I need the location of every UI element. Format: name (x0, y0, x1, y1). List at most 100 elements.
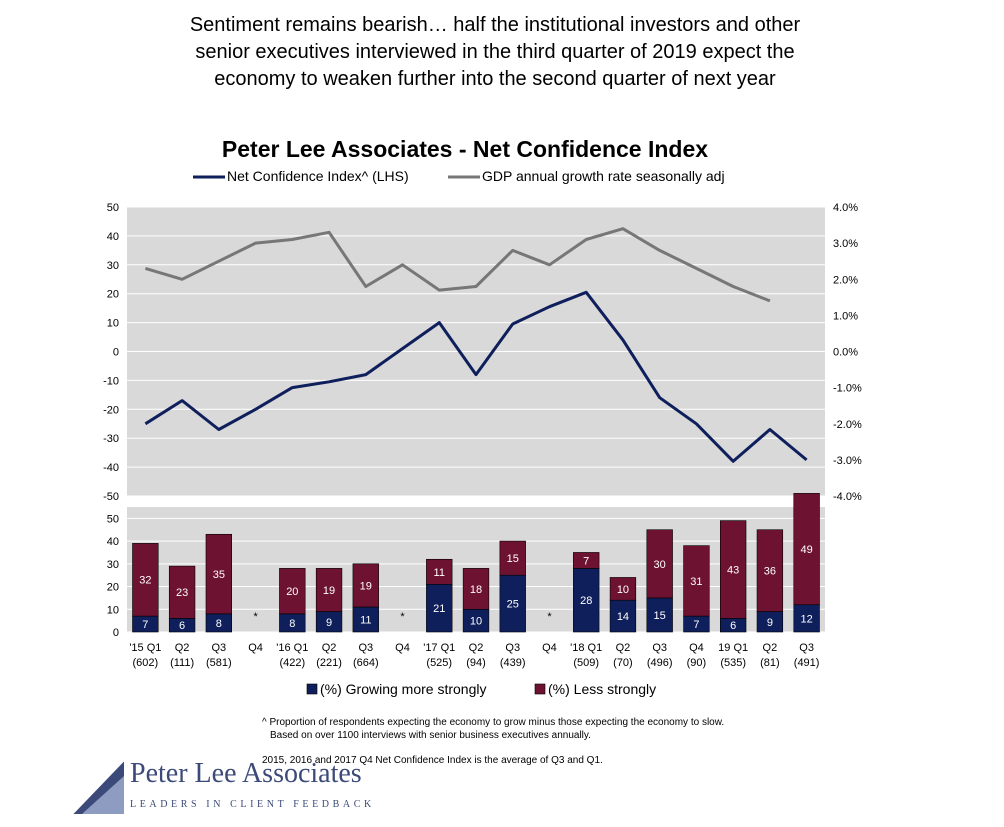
bar-less (132, 543, 159, 617)
bar-less-label: 7 (583, 555, 589, 567)
bar-growing-label: 25 (507, 599, 519, 611)
bar-less (573, 552, 600, 569)
bar-less-label: 19 (323, 585, 335, 597)
y-left-tick: 30 (107, 260, 119, 272)
x-sample-size: (535) (720, 657, 746, 669)
company-logo: Peter Lee Associates LEADERS IN CLIENT F… (70, 756, 371, 818)
subtitle-line-3: economy to weaken further into the secon… (214, 68, 776, 90)
bar-less (793, 493, 820, 606)
x-sample-size: (496) (647, 657, 673, 669)
bar-less (352, 563, 379, 608)
bar-growing (426, 583, 453, 633)
bar-less (756, 529, 784, 612)
bar-less-label: 19 (360, 580, 372, 592)
x-sample-size: (664) (353, 657, 379, 669)
legend-label-less: (%) Less strongly (548, 681, 656, 697)
x-sample-size: (422) (279, 657, 305, 669)
x-sample-size: (439) (500, 657, 526, 669)
bar-less-label: 11 (434, 567, 445, 579)
bar-less-label: 30 (654, 559, 666, 571)
bar-less-label: 23 (176, 587, 188, 599)
bar-less-label: 10 (617, 584, 629, 596)
bar-growing (573, 568, 600, 633)
y-right-tick: 1.0% (833, 310, 858, 322)
bar-growing-label: 15 (654, 610, 666, 622)
bar-growing-label: 10 (470, 616, 482, 628)
legend-swatch-growing (306, 683, 318, 695)
bar-less (462, 568, 490, 610)
bar-growing-label: 7 (142, 619, 148, 631)
y-left-tick: 0 (113, 347, 119, 359)
x-category-label: 19 Q1 (718, 642, 748, 654)
bar-y-tick: 50 (107, 513, 119, 525)
y-right-tick: -4.0% (833, 491, 862, 503)
x-category-label: Q3 (505, 642, 520, 654)
bar-growing (499, 574, 526, 633)
bar-growing-label: 8 (216, 618, 222, 630)
x-category-label: Q3 (799, 642, 814, 654)
gdp-series-line (144, 227, 771, 303)
x-sample-size: (602) (133, 657, 159, 669)
y-right-tick: 4.0% (833, 202, 858, 214)
bar-less (168, 565, 196, 619)
x-category-label: Q2 (322, 642, 337, 654)
footnote-definition: ^ Proportion of respondents expecting th… (262, 717, 725, 728)
x-sample-size: (491) (794, 657, 820, 669)
x-category-label: '15 Q1 (129, 642, 161, 654)
y-right-tick: 3.0% (833, 238, 858, 250)
bar-less (719, 520, 747, 619)
net-confidence-chart: Peter Lee Associates - Net Confidence In… (103, 136, 862, 697)
x-category-label: Q3 (358, 642, 373, 654)
bar-less-label: 18 (470, 584, 482, 596)
bar-less (279, 568, 306, 615)
logo-triangle-icon (71, 759, 125, 815)
logo-name: Peter Lee Associates (130, 758, 362, 789)
x-category-label: Q3 (652, 642, 667, 654)
bar-less (426, 558, 453, 585)
bar-y-tick: 0 (113, 627, 119, 639)
x-category-label: Q2 (616, 642, 631, 654)
bar-less-label: 36 (764, 566, 776, 578)
x-category-label: Q4 (395, 642, 410, 654)
bar-growing-label: 28 (580, 595, 592, 607)
x-category-label: '17 Q1 (423, 642, 455, 654)
slide-subtitle: Sentiment remains bearish… half the inst… (100, 12, 890, 93)
bar-y-tick: 40 (107, 536, 119, 548)
y-left-tick: 20 (107, 289, 119, 301)
x-sample-size: (509) (573, 657, 599, 669)
bar-growing (609, 599, 637, 633)
bar-less (646, 529, 673, 599)
bar-less (499, 540, 526, 576)
x-sample-size: (525) (426, 657, 452, 669)
bar-growing-label: 14 (617, 611, 629, 623)
x-category-label: '18 Q1 (570, 642, 602, 654)
bar-missing-marker: * (547, 611, 552, 623)
y-left-tick: -10 (103, 375, 119, 387)
y-left-tick: 50 (107, 202, 119, 214)
bar-less-label: 49 (801, 544, 813, 556)
x-sample-size: (111) (170, 657, 194, 669)
bar-growing-label: 6 (730, 620, 736, 632)
x-category-label: Q4 (689, 642, 704, 654)
y-left-tick: -40 (103, 462, 119, 474)
x-sample-size: (81) (760, 657, 780, 669)
bar-less-label: 20 (286, 586, 298, 598)
bar-growing (646, 597, 673, 633)
bar-less (609, 577, 637, 601)
bar-y-tick: 30 (107, 559, 119, 571)
bar-growing (793, 604, 820, 633)
bar-growing-label: 6 (179, 620, 185, 632)
bar-less-label: 35 (213, 569, 225, 581)
bar-missing-marker: * (400, 611, 405, 623)
bar-growing-label: 11 (360, 615, 371, 627)
bar-less-label: 31 (690, 576, 702, 588)
bar-missing-marker: * (253, 611, 258, 623)
x-category-label: Q4 (542, 642, 557, 654)
logo-tagline: LEADERS IN CLIENT FEEDBACK (130, 799, 375, 810)
bar-growing-label: 7 (693, 619, 699, 631)
legend-label-gdp: GDP annual growth rate seasonally adj (482, 168, 725, 184)
y-left-tick: 40 (107, 231, 119, 243)
x-sample-size: (90) (687, 657, 707, 669)
footnote-q4-average: 2015, 2016 and 2017 Q4 Net Confidence In… (262, 755, 603, 766)
y-right-tick: -2.0% (833, 419, 862, 431)
